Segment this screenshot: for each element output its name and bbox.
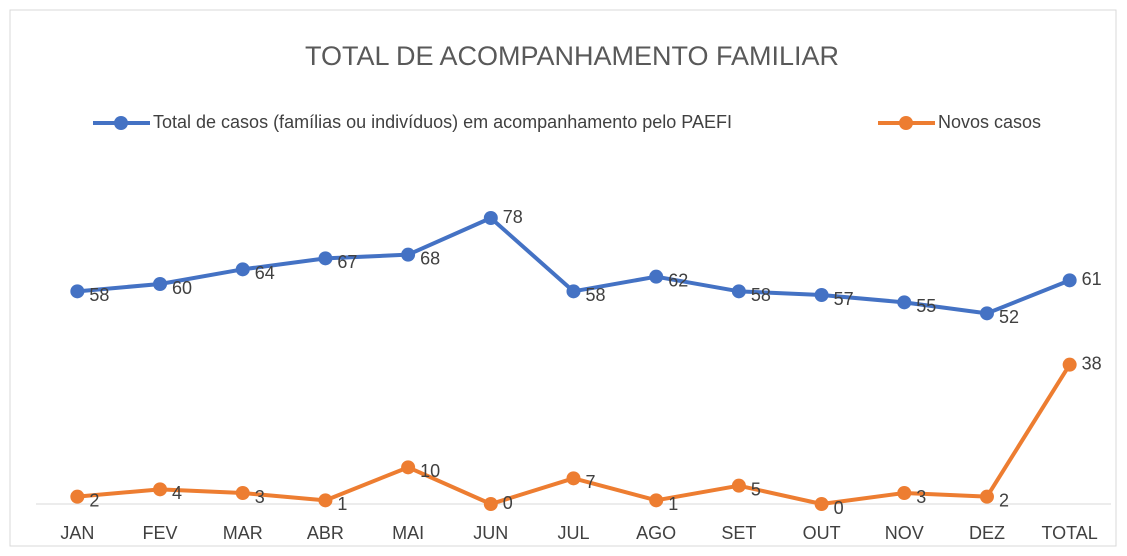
data-label: 78 <box>503 207 523 227</box>
x-tick-label: MAI <box>392 523 424 543</box>
x-tick-label: ABR <box>307 523 344 543</box>
x-tick-label: FEV <box>143 523 178 543</box>
data-point <box>483 211 498 225</box>
data-point <box>566 284 581 299</box>
data-point <box>153 482 168 497</box>
data-point <box>153 277 168 291</box>
x-tick-label: JAN <box>60 523 94 543</box>
x-tick-label: JUN <box>473 523 508 543</box>
data-label: 3 <box>255 487 265 507</box>
data-point <box>979 489 994 504</box>
data-label: 3 <box>916 487 926 507</box>
data-point <box>649 269 664 284</box>
x-tick-label: OUT <box>803 523 841 543</box>
legend-marker <box>899 116 913 130</box>
x-tick-label: TOTAL <box>1041 523 1097 543</box>
data-point <box>731 478 746 493</box>
data-point <box>979 306 994 321</box>
data-point <box>318 493 333 508</box>
data-point <box>318 251 333 266</box>
data-label: 0 <box>503 493 513 513</box>
data-label: 7 <box>586 472 596 492</box>
data-point <box>70 489 85 504</box>
data-point <box>897 486 912 500</box>
data-label: 55 <box>916 296 936 316</box>
data-label: 58 <box>89 285 109 305</box>
data-point <box>566 471 581 486</box>
data-label: 10 <box>420 461 440 481</box>
data-label: 58 <box>751 285 771 305</box>
data-label: 62 <box>668 270 688 290</box>
data-point <box>649 493 664 508</box>
x-tick-label: JUL <box>557 523 589 543</box>
data-point <box>814 497 829 511</box>
data-point <box>1062 357 1077 372</box>
data-label: 68 <box>420 248 440 268</box>
data-label: 2 <box>999 490 1009 510</box>
data-point <box>814 288 829 302</box>
x-tick-label: AGO <box>636 523 676 543</box>
data-label: 1 <box>337 494 347 514</box>
data-point <box>70 284 85 299</box>
x-tick-label: SET <box>721 523 756 543</box>
data-label: 4 <box>172 483 182 503</box>
legend-label: Total de casos (famílias ou indivíduos) … <box>153 112 732 132</box>
data-point <box>401 247 416 262</box>
data-label: 5 <box>751 479 761 499</box>
data-label: 2 <box>89 490 99 510</box>
x-tick-label: DEZ <box>969 523 1005 543</box>
data-label: 0 <box>834 498 844 518</box>
chart-title: TOTAL DE ACOMPANHAMENTO FAMILIAR <box>305 41 839 71</box>
data-label: 38 <box>1082 353 1102 373</box>
data-label: 52 <box>999 307 1019 327</box>
data-label: 61 <box>1082 269 1102 289</box>
data-point <box>235 262 250 277</box>
data-label: 60 <box>172 278 192 298</box>
data-label: 64 <box>255 263 275 283</box>
data-point <box>897 295 912 310</box>
x-tick-label: NOV <box>885 523 924 543</box>
data-label: 57 <box>834 289 854 309</box>
data-point <box>1062 273 1077 288</box>
data-point <box>731 284 746 299</box>
data-point <box>401 460 416 475</box>
data-point <box>483 497 498 511</box>
data-label: 1 <box>668 494 678 514</box>
legend-label: Novos casos <box>938 112 1041 132</box>
legend-marker <box>114 116 128 130</box>
data-label: 58 <box>586 285 606 305</box>
data-label: 67 <box>337 252 357 272</box>
data-point <box>235 486 250 500</box>
x-tick-label: MAR <box>223 523 263 543</box>
